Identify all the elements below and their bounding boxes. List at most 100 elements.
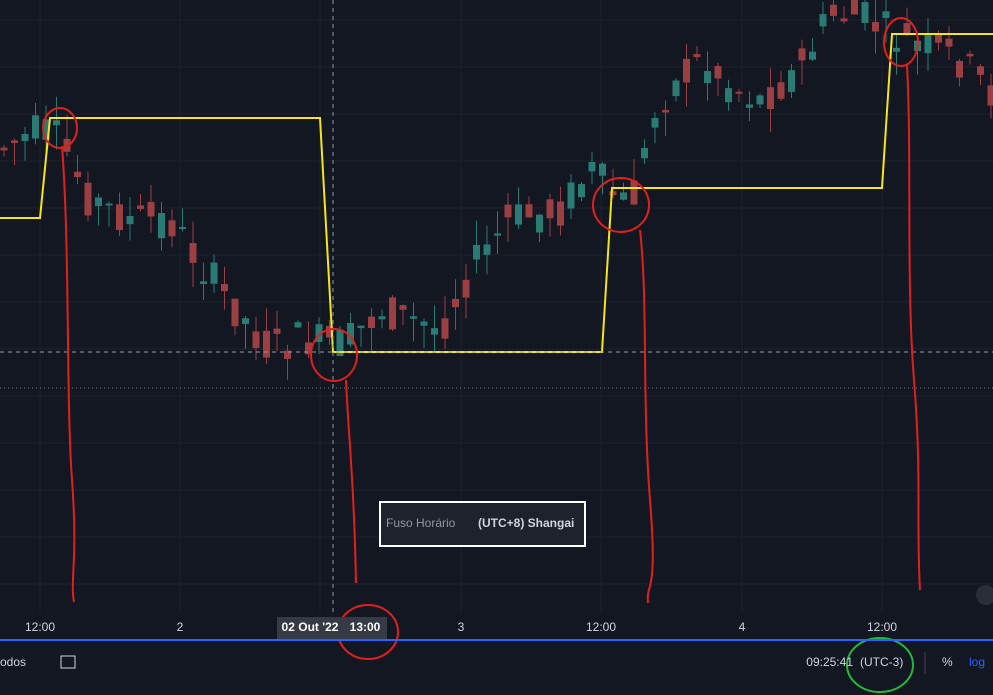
candle-body [452,298,459,308]
candle-body [315,324,323,342]
candle-body [546,199,554,219]
candle-body [641,147,648,159]
candle-body [221,284,228,292]
candle-body [42,119,50,140]
annotation-green [846,637,914,693]
status-timezone[interactable]: (UTC-3) [860,655,903,669]
candle-body [441,318,449,339]
candle-body [84,182,92,216]
x-tick-label: 2 [177,620,184,634]
candle-body [809,51,816,60]
candle-body [504,204,512,218]
candle-body [294,322,302,328]
candle-body [462,279,470,298]
candle-body [725,88,732,103]
candle-body [767,87,774,110]
x-tick-label: 12:00 [586,620,616,634]
candle-body [756,95,764,105]
candle-body [336,329,344,357]
candle-body [683,58,690,83]
candle-body [284,350,291,359]
candle-body [872,21,879,32]
candle-body [0,147,8,151]
candle-body [179,226,186,229]
candle-body [189,243,197,263]
candle-body [851,0,858,15]
candle-body [620,192,627,200]
candle-body [746,104,753,108]
candle-body [651,118,659,128]
candle-body [599,163,606,176]
scroll-button[interactable] [976,585,993,605]
candle-body [672,80,680,97]
candle-body [525,204,533,218]
candle-body [515,204,522,225]
annotations [42,17,921,660]
x-highlight [277,617,343,639]
candle-body [431,328,438,335]
candle-body [200,281,207,284]
candle-body [840,18,848,22]
grid [0,0,993,612]
x-tick-label: 12:00 [867,620,897,634]
tooltip-value: (UTC+8) Shangai [478,516,574,530]
candle-body [357,325,365,329]
candle-body [347,322,354,345]
candle-body [473,244,480,260]
candle-body [693,54,701,58]
x-tick-label: 12:00 [25,620,55,634]
x-tick-label: 3 [458,620,465,634]
candle-body [777,82,785,99]
candle-body [399,305,407,310]
candle-body [32,115,39,139]
candle-body [588,162,596,172]
candle-body [74,171,81,178]
candle-body [137,205,144,209]
candle-body [893,47,900,52]
candle-body [210,262,218,284]
candle-body [987,85,993,106]
candle-body [420,321,428,326]
x-tick-label: 02 Out '22 [282,620,339,634]
candle-body [326,325,333,338]
candle-body [21,133,29,142]
tooltip-label: Fuso Horário [386,516,456,530]
candle-body [483,244,491,255]
candle-body [410,316,417,319]
candle-body [494,233,501,236]
candle-body [924,35,932,54]
candle-body [819,14,827,27]
candle-body [126,216,134,225]
candle-body [704,71,711,84]
candle-body [368,316,375,329]
candle-body [557,201,564,226]
candles [0,0,993,380]
candle-body [252,331,260,349]
candle-body [966,53,974,57]
candle-body [662,109,669,113]
candle-body [630,180,638,205]
candle-body [168,220,176,237]
status-log[interactable]: log [969,655,985,669]
candle-body [536,214,543,233]
candle-body [116,204,123,231]
candle-body [609,191,617,196]
candle-body [578,184,585,198]
candle-body [305,342,312,355]
candle-body [798,48,806,61]
candle-body [714,66,722,79]
status-left[interactable]: odos [0,655,26,669]
candle-body [945,38,953,47]
candle-body [830,4,837,16]
candle-body [95,197,102,207]
x-axis: 12:00 2 02 Out '22 13:00 3 12:00 4 12:00 [25,617,897,639]
candle-body [242,318,249,325]
candle-body [861,2,869,23]
candle-body [147,201,155,217]
candle-body [882,11,890,18]
candle-body [273,328,281,334]
calendar-icon[interactable] [60,655,76,669]
status-percent[interactable]: % [942,655,953,669]
